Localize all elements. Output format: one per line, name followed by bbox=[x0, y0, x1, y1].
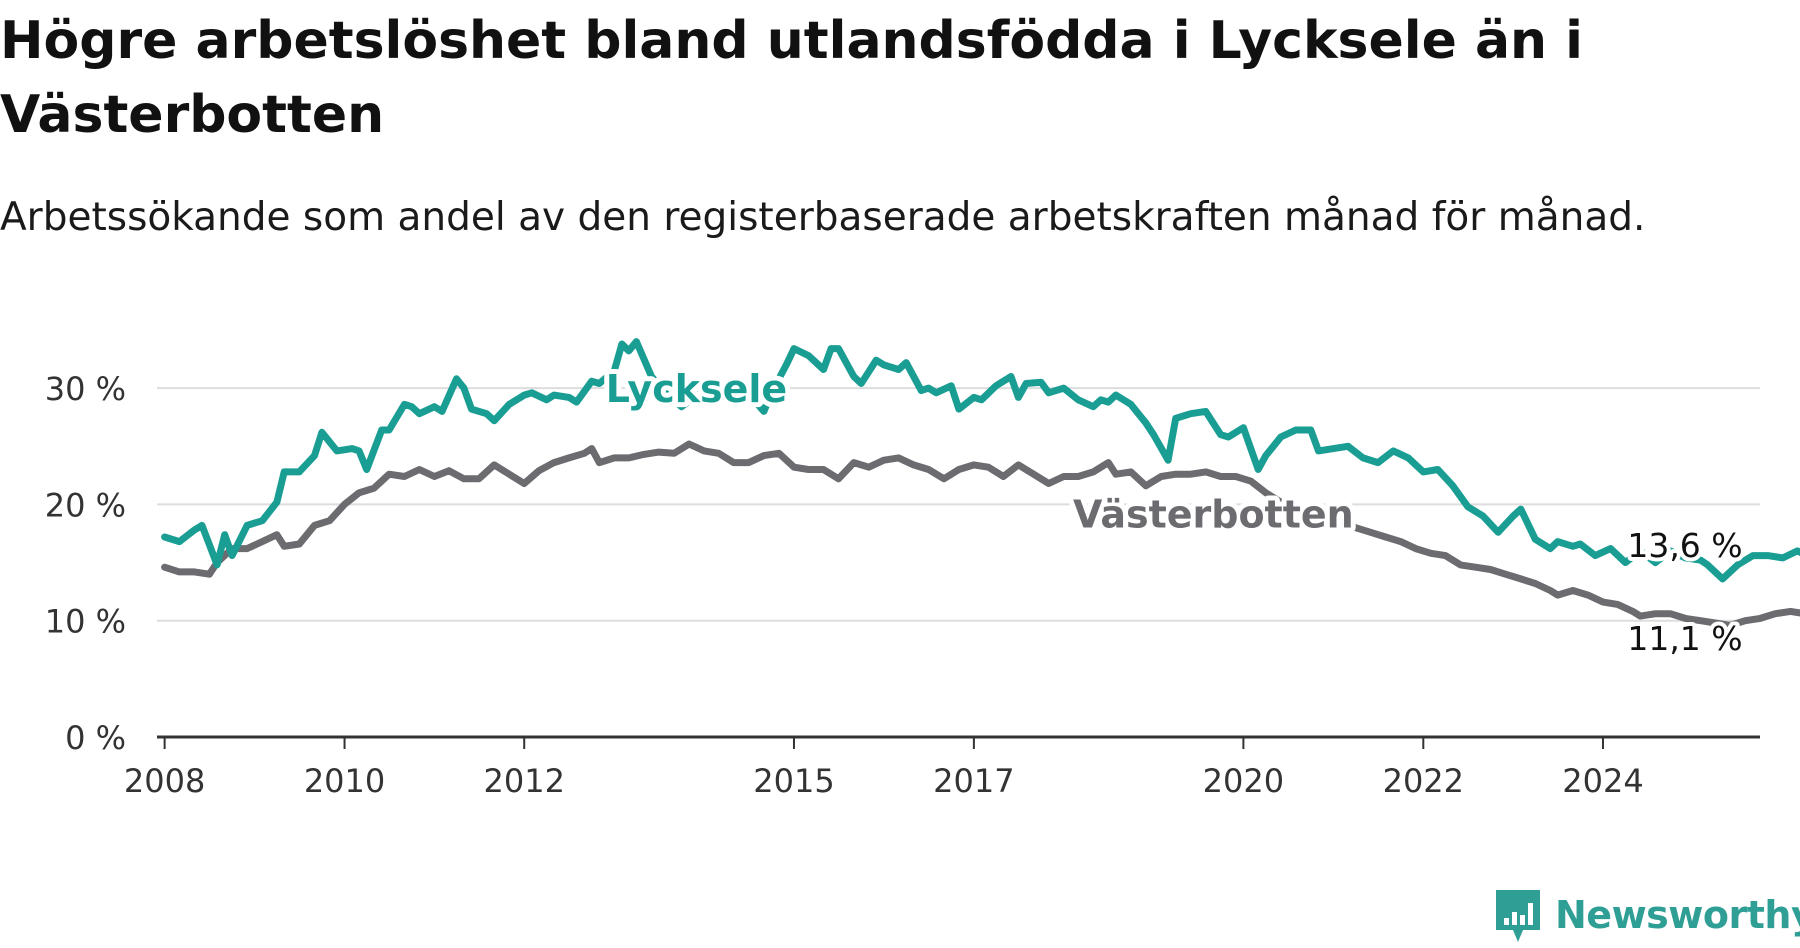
chart-icon bbox=[1496, 890, 1540, 942]
series-lines bbox=[161, 338, 1800, 629]
y-tick-label: 30 % bbox=[45, 370, 126, 408]
chart-subtitle: Arbetssökande som andel av den registerb… bbox=[0, 195, 1646, 240]
line-chart: 0 % 10 % 20 % 30 % 2008 2010 2012 2015 2017 2020… bbox=[45, 338, 1800, 800]
end-value-label: 11,1 % bbox=[1627, 619, 1742, 658]
y-tick-label: 20 % bbox=[45, 486, 126, 524]
x-tick-label: 2022 bbox=[1383, 762, 1464, 800]
y-tick-label: 0 % bbox=[65, 719, 126, 757]
x-tick-label: 2008 bbox=[124, 762, 205, 800]
grid-lines bbox=[157, 387, 1760, 622]
chart-title: Högre arbetslöshet bland utlandsfödda i … bbox=[0, 11, 1584, 145]
x-tick-label: 2020 bbox=[1203, 762, 1284, 800]
y-axis: 0 % 10 % 20 % 30 % bbox=[45, 370, 1760, 757]
series-line-vasterbotten bbox=[161, 440, 1800, 629]
x-tick-label: 2010 bbox=[304, 762, 385, 800]
x-tick-label: 2017 bbox=[933, 762, 1014, 800]
series-label-vasterbotten: Västerbotten bbox=[1073, 493, 1354, 537]
series-label-lycksele: Lycksele bbox=[606, 367, 787, 411]
x-axis: 2008 2010 2012 2015 2017 2020 2022 2024 bbox=[124, 737, 1644, 800]
end-value-label: 13,6 % bbox=[1627, 526, 1742, 565]
x-tick-label: 2015 bbox=[753, 762, 834, 800]
series-line-lycksele bbox=[161, 338, 1800, 583]
x-tick-label: 2012 bbox=[483, 762, 564, 800]
newsworthy-logo: Newsworthy bbox=[1493, 888, 1800, 944]
x-tick-label: 2024 bbox=[1562, 762, 1643, 800]
series-labels: Lycksele Västerbotten 13,6 % 11,1 % bbox=[601, 362, 1747, 662]
brand-name: Newsworthy bbox=[1555, 893, 1800, 937]
y-tick-label: 10 % bbox=[45, 603, 126, 641]
